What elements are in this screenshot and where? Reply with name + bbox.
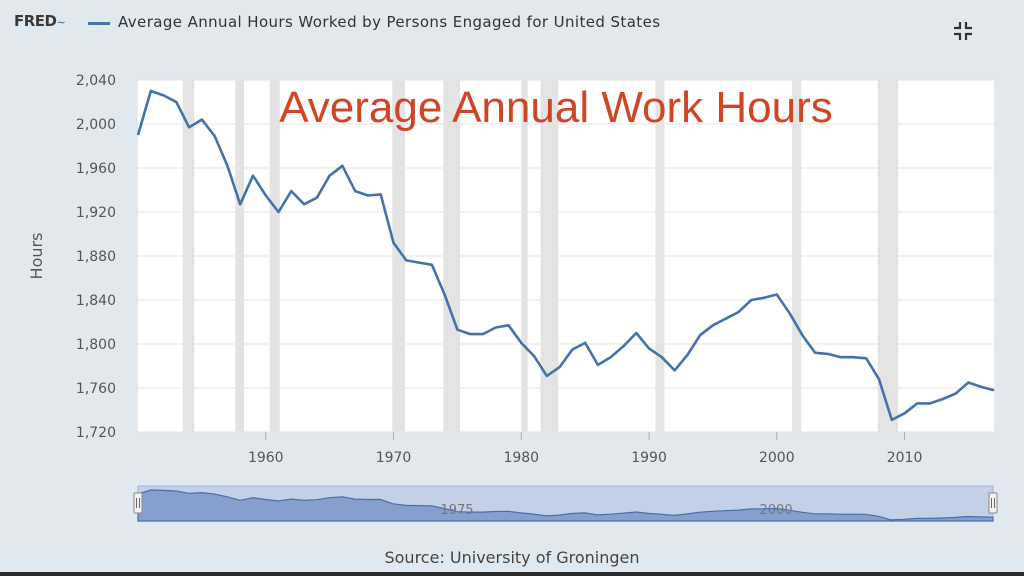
y-tick-labels: 2,040 2,000 1,960 1,920 1,880 1,840 1,800 1,760… [76,73,116,441]
x-tick-label: 2010 [887,450,923,466]
y-tick-label: 1,840 [76,293,116,309]
navigator-label: 1975 [440,503,473,518]
x-tick-labels: 1960 1970 1980 1990 2000 2010 [248,432,922,466]
navigator-handle-right[interactable] [988,492,998,514]
range-navigator: 1975 2000 [133,485,998,522]
navigator-handle-left[interactable] [133,492,143,514]
legend-swatch [88,22,110,25]
overlay-title: Average Annual Work Hours [279,83,833,132]
y-tick-label: 1,880 [76,249,116,265]
series-group [136,89,995,422]
y-tick-label: 2,040 [76,73,116,89]
y-tick-label: 1,760 [76,381,116,397]
x-tick-label: 1970 [376,450,412,466]
source-note: Source: University of Groningen [384,548,640,567]
line-chart: 2,040 2,000 1,960 1,920 1,880 1,840 1,800 1,760… [27,73,998,522]
fred-logo[interactable]: FRED~ [14,12,66,30]
x-tick-label: 1960 [248,450,284,466]
collapse-icon[interactable] [952,20,974,42]
bottom-strip [0,572,1024,576]
y-tick-label: 1,960 [76,161,116,177]
series-line [136,89,995,422]
chart-header: FRED~ Average Annual Hours Worked by Per… [0,0,1024,50]
x-tick-label: 1980 [503,450,539,466]
navigator-label: 2000 [760,503,793,518]
y-tick-label: 1,920 [76,205,116,221]
y-tick-label: 1,720 [76,425,116,441]
x-tick-label: 2000 [759,450,795,466]
fred-logo-mark: ~ [56,16,66,29]
y-tick-label: 1,800 [76,337,116,353]
navigator-series [137,489,994,522]
grid-lines [138,79,994,433]
y-tick-label: 2,000 [76,117,116,133]
y-axis-label: Hours [27,233,46,280]
x-tick-label: 1990 [631,450,667,466]
series-title: Average Annual Hours Worked by Persons E… [118,13,661,31]
